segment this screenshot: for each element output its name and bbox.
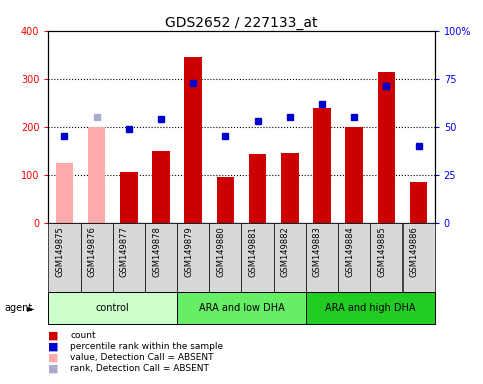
Bar	[48, 223, 81, 292]
Bar	[145, 223, 177, 292]
Text: GSM149877: GSM149877	[120, 226, 129, 277]
Text: GSM149883: GSM149883	[313, 226, 322, 277]
Bar	[120, 172, 138, 223]
Bar	[313, 109, 331, 223]
Text: GSM149885: GSM149885	[377, 226, 386, 277]
Text: ■: ■	[48, 331, 58, 341]
Bar	[242, 223, 274, 292]
Bar	[185, 57, 202, 223]
Text: control: control	[96, 303, 129, 313]
Bar	[410, 182, 427, 223]
Bar	[209, 223, 242, 292]
Bar	[113, 223, 145, 292]
Bar	[216, 177, 234, 223]
Bar	[306, 223, 338, 292]
Bar	[306, 292, 435, 324]
Text: GSM149876: GSM149876	[87, 226, 97, 277]
Bar	[281, 153, 298, 223]
Text: agent: agent	[5, 303, 33, 313]
Text: ■: ■	[48, 363, 58, 373]
Bar	[177, 292, 306, 324]
Bar	[56, 163, 73, 223]
Bar	[378, 71, 395, 223]
Bar	[345, 127, 363, 223]
Bar	[370, 223, 402, 292]
Text: GSM149882: GSM149882	[281, 226, 290, 277]
Text: ►: ►	[27, 303, 34, 313]
Bar	[274, 223, 306, 292]
Text: ■: ■	[48, 353, 58, 362]
Text: count: count	[70, 331, 96, 341]
Text: GSM149878: GSM149878	[152, 226, 161, 277]
Text: GSM149881: GSM149881	[249, 226, 257, 277]
Bar	[249, 154, 267, 223]
Text: percentile rank within the sample: percentile rank within the sample	[70, 342, 223, 351]
Text: GSM149879: GSM149879	[184, 226, 193, 277]
Bar	[48, 292, 177, 324]
Text: GSM149880: GSM149880	[216, 226, 226, 277]
Text: ARA and high DHA: ARA and high DHA	[325, 303, 415, 313]
Text: GSM149884: GSM149884	[345, 226, 354, 277]
Bar	[177, 223, 209, 292]
Text: ARA and low DHA: ARA and low DHA	[199, 303, 284, 313]
Text: rank, Detection Call = ABSENT: rank, Detection Call = ABSENT	[70, 364, 209, 373]
Text: GSM149886: GSM149886	[410, 226, 419, 277]
Bar	[338, 223, 370, 292]
Title: GDS2652 / 227133_at: GDS2652 / 227133_at	[165, 16, 318, 30]
Text: ■: ■	[48, 342, 58, 352]
Bar	[152, 151, 170, 223]
Text: value, Detection Call = ABSENT: value, Detection Call = ABSENT	[70, 353, 213, 362]
Bar	[402, 223, 435, 292]
Bar	[88, 127, 105, 223]
Bar	[81, 223, 113, 292]
Text: GSM149875: GSM149875	[56, 226, 64, 277]
